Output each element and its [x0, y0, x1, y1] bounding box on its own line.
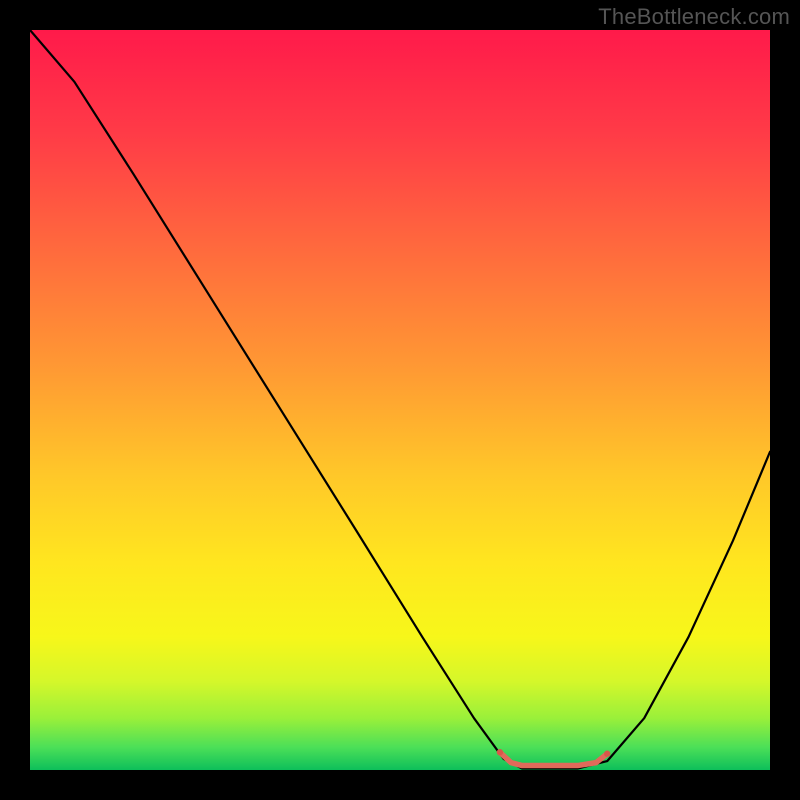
valley-cap-left — [497, 749, 503, 755]
watermark-text: TheBottleneck.com — [598, 4, 790, 30]
chart-svg — [30, 30, 770, 770]
chart-frame: TheBottleneck.com — [0, 0, 800, 800]
valley-cap-right — [604, 751, 610, 757]
plot-area — [30, 30, 770, 770]
gradient-background — [30, 30, 770, 770]
